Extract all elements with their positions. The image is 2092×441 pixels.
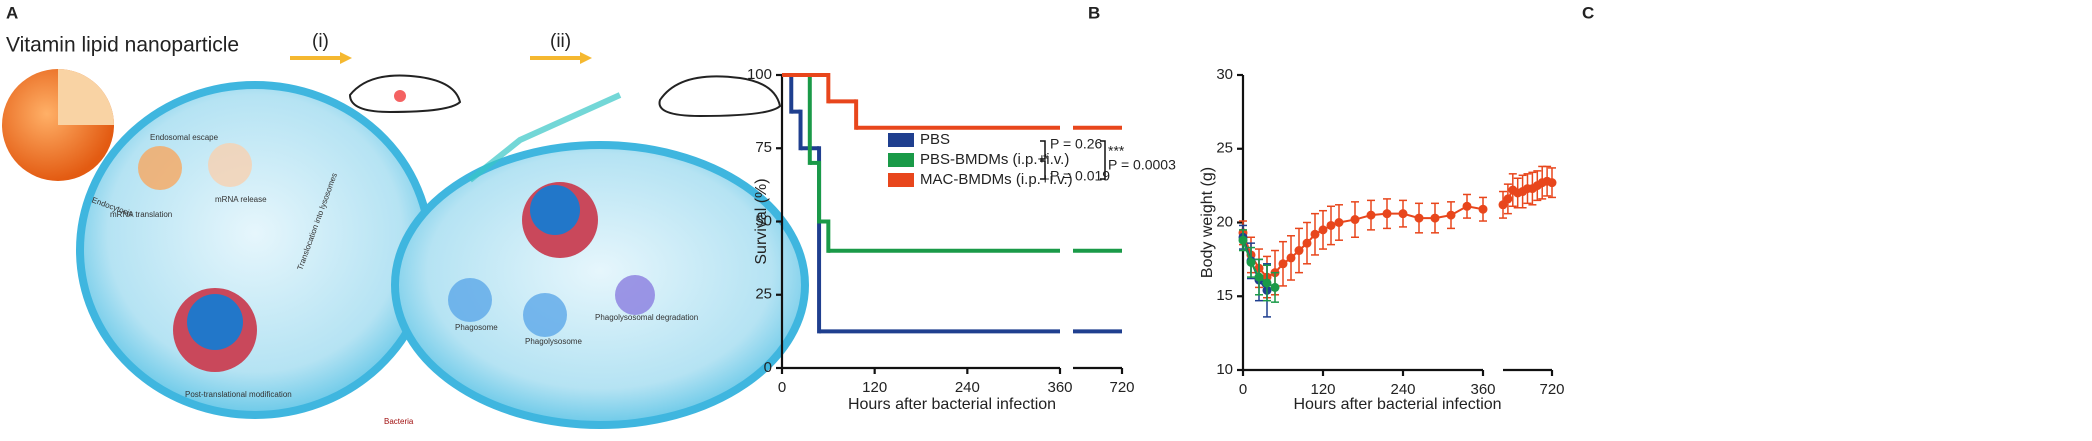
data-point (1547, 178, 1557, 188)
x-tick-label: 240 (1390, 381, 1415, 398)
arrow-head (340, 52, 352, 64)
panel-label: C (1582, 3, 1594, 22)
data-point (1498, 200, 1508, 210)
y-axis-label: Body weight (g) (1199, 167, 1216, 278)
step-label: (ii) (550, 31, 571, 52)
illustration-label: Endosomal escape (150, 133, 219, 142)
y-tick-label: 100 (747, 66, 772, 83)
x-tick-label: 0 (778, 379, 786, 396)
x-tick-label: 360 (1047, 379, 1072, 396)
data-point (1334, 218, 1344, 227)
x-tick-label: 0 (1239, 381, 1247, 398)
y-tick-label: 15 (1216, 287, 1233, 304)
data-point (1246, 257, 1256, 267)
cell (76, 81, 434, 419)
x-tick-label: 720 (1109, 379, 1134, 396)
data-point (1286, 253, 1296, 263)
data-point (1414, 213, 1424, 223)
mouse (658, 75, 782, 118)
legend-label: PBS (920, 131, 950, 148)
macrophage (391, 141, 809, 429)
x-tick-label: 360 (1470, 381, 1495, 398)
y-tick-label: 30 (1216, 66, 1233, 83)
panel-label: A (6, 3, 18, 22)
x-tick-label: 240 (955, 379, 980, 396)
panel-label: B (1088, 3, 1100, 22)
phagosome (448, 278, 492, 322)
data-point (1310, 229, 1320, 239)
x-axis-label: Hours after bacterial infection (848, 396, 1056, 413)
phagosome (523, 293, 567, 337)
bracket (1100, 140, 1106, 180)
y-tick-label: 0 (764, 359, 772, 376)
data-point (1430, 213, 1440, 223)
illustration-label: Phagolysosome (525, 337, 582, 346)
y-tick-label: 50 (755, 212, 772, 229)
bracket (1040, 140, 1046, 160)
data-point (1238, 235, 1248, 245)
bracket (1040, 160, 1046, 180)
legend-swatch (888, 153, 914, 167)
significance: P = 0.019 (1050, 168, 1110, 184)
y-axis-label: Survival (%) (753, 178, 770, 264)
data-point (1382, 209, 1392, 219)
data-point (1478, 204, 1488, 214)
illustration-label: Bacteria (384, 417, 414, 426)
y-tick-label: 75 (755, 139, 772, 156)
data-point (1350, 215, 1360, 225)
data-point (1262, 278, 1272, 288)
data-point (1503, 194, 1513, 204)
arrow-head (580, 52, 592, 64)
x-tick-label: 120 (1310, 381, 1335, 398)
x-tick-label: 720 (1539, 381, 1564, 398)
endosome (138, 146, 182, 190)
legend-swatch (888, 173, 914, 187)
illustration-label: mRNA release (215, 195, 267, 204)
x-axis-label: Hours after bacterial infection (1293, 396, 1501, 413)
endosome (208, 143, 252, 187)
y-tick-label: 25 (755, 286, 772, 303)
step-label: (i) (312, 31, 329, 52)
data-point (1446, 210, 1456, 220)
data-point (1278, 259, 1288, 269)
data-point (1366, 210, 1376, 220)
x-tick-label: 120 (862, 379, 887, 396)
y-tick-label: 20 (1216, 213, 1233, 230)
significance: P = 0.0003 (1108, 157, 1176, 173)
phagolysosome (615, 275, 655, 315)
data-point (1270, 282, 1280, 292)
legend-label: MAC-BMDMs (i.p.+i.v.) (920, 171, 1073, 188)
significance: P = 0.26 (1050, 136, 1103, 152)
nucleus (530, 185, 580, 235)
data-point (1462, 201, 1472, 211)
y-tick-label: 25 (1216, 140, 1233, 157)
legend-label: PBS-BMDMs (i.p.+i.v.) (920, 151, 1069, 168)
legend-swatch (888, 133, 914, 147)
data-point (1326, 220, 1336, 230)
illustration-label: mRNA translation (110, 210, 172, 219)
significance: * (1043, 151, 1049, 167)
illustration-label: Post-translational modification (185, 390, 292, 399)
beam (468, 92, 622, 183)
data-point (1294, 246, 1304, 256)
data-point (1318, 225, 1328, 235)
data-point (1302, 238, 1312, 248)
data-point (1398, 209, 1408, 219)
y-tick-label: 10 (1216, 361, 1233, 378)
series-line (1242, 205, 1484, 279)
significance: *** (1108, 143, 1125, 159)
panel-title: Vitamin lipid nanoparticle (6, 34, 239, 57)
injection-site (394, 90, 406, 102)
nanoparticle-cut (58, 69, 114, 125)
panel-a: A Vitamin lipid nanoparticle (i) (ii) En… (2, 3, 809, 429)
illustration-label: Phagosome (455, 323, 498, 332)
data-point (1254, 272, 1264, 282)
nucleus (187, 294, 243, 350)
illustration-label: Phagolysosomal degradation (595, 313, 698, 322)
